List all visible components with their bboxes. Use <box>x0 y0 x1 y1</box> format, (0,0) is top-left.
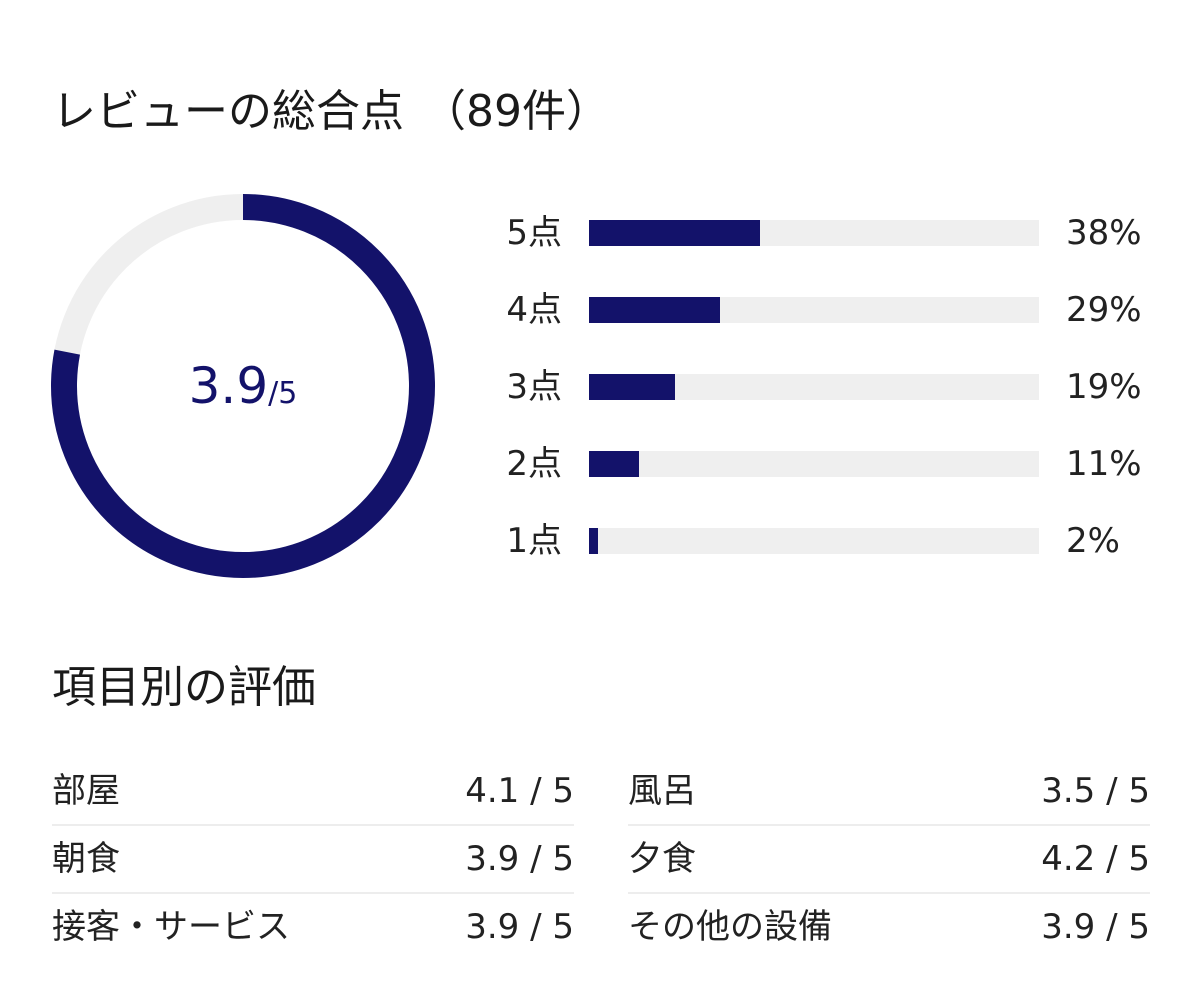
category-item-bath: 風呂 3.5 / 5 <box>628 758 1150 826</box>
category-ratings-title: 項目別の評価 <box>52 662 316 713</box>
category-item-service: 接客・サービス 3.9 / 5 <box>52 894 574 960</box>
review-summary-title: レビューの総合点 （89件） <box>52 84 610 140</box>
distribution-bar-track <box>589 528 1039 554</box>
distribution-label: 5点 <box>506 213 562 253</box>
distribution-percent: 19% <box>1066 367 1142 407</box>
rating-distribution: 5点 38% 4点 29% 3点 19% 2点 11% 1点 2% <box>480 204 1180 589</box>
distribution-percent: 2% <box>1066 521 1120 561</box>
distribution-label: 2点 <box>506 444 562 484</box>
overall-score: 3.9/5 <box>50 193 436 579</box>
category-column-left: 部屋 4.1 / 5 朝食 3.9 / 5 接客・サービス 3.9 / 5 <box>52 758 574 960</box>
distribution-percent: 38% <box>1066 213 1142 253</box>
overall-score-donut: 3.9/5 <box>50 193 436 579</box>
category-item-dinner: 夕食 4.2 / 5 <box>628 826 1150 894</box>
distribution-row-1: 1点 2% <box>480 512 1180 570</box>
donut-fill <box>51 194 435 578</box>
distribution-bar-track <box>589 220 1039 246</box>
category-column-right: 風呂 3.5 / 5 夕食 4.2 / 5 その他の設備 3.9 / 5 <box>628 758 1150 960</box>
donut-chart <box>51 194 435 578</box>
category-item-room: 部屋 4.1 / 5 <box>52 758 574 826</box>
overall-score-value: 3.9 <box>188 357 269 415</box>
distribution-row-2: 2点 11% <box>480 435 1180 493</box>
distribution-label: 4点 <box>506 290 562 330</box>
category-label: 夕食 <box>628 839 696 879</box>
distribution-percent: 11% <box>1066 444 1142 484</box>
category-value: 4.2 / 5 <box>1041 839 1150 879</box>
overall-score-max: /5 <box>268 376 298 411</box>
category-value: 3.9 / 5 <box>465 839 574 879</box>
distribution-bar-track <box>589 297 1039 323</box>
category-label: 風呂 <box>628 771 696 811</box>
review-count: （89件） <box>422 86 610 137</box>
category-value: 3.9 / 5 <box>465 907 574 947</box>
distribution-row-3: 3点 19% <box>480 358 1180 416</box>
distribution-label: 1点 <box>506 521 562 561</box>
distribution-bar-track <box>589 374 1039 400</box>
title-text: レビューの総合点 <box>52 86 404 137</box>
distribution-row-4: 4点 29% <box>480 281 1180 339</box>
distribution-bar-fill <box>589 374 675 400</box>
category-label: 朝食 <box>52 839 120 879</box>
distribution-bar-fill <box>589 297 720 323</box>
distribution-bar-fill <box>589 220 760 246</box>
distribution-percent: 29% <box>1066 290 1142 330</box>
category-label: 接客・サービス <box>52 907 290 947</box>
category-item-facilities: その他の設備 3.9 / 5 <box>628 894 1150 960</box>
category-label: その他の設備 <box>628 907 832 947</box>
distribution-bar-track <box>589 451 1039 477</box>
distribution-label: 3点 <box>506 367 562 407</box>
category-value: 3.5 / 5 <box>1041 771 1150 811</box>
category-value: 4.1 / 5 <box>465 771 574 811</box>
distribution-bar-fill <box>589 451 639 477</box>
distribution-bar-fill <box>589 528 598 554</box>
category-item-breakfast: 朝食 3.9 / 5 <box>52 826 574 894</box>
category-value: 3.9 / 5 <box>1041 907 1150 947</box>
distribution-row-5: 5点 38% <box>480 204 1180 262</box>
category-label: 部屋 <box>52 771 120 811</box>
